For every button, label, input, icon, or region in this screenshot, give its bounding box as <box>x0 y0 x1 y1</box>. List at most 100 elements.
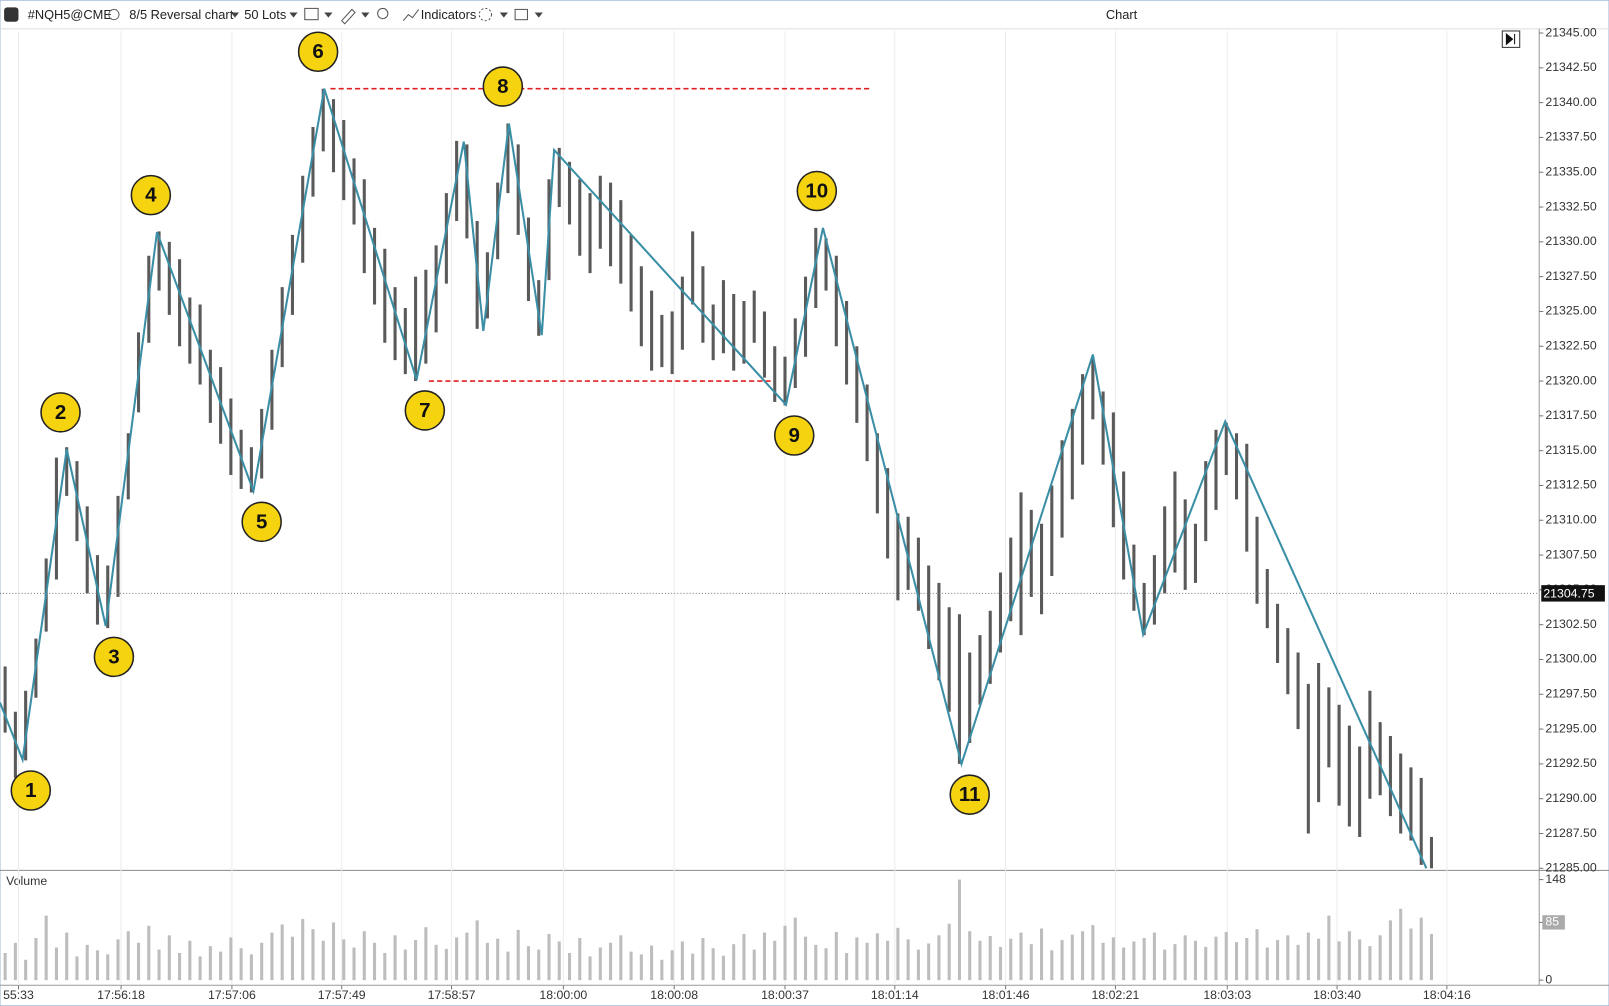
y-tick-label: 21345.00 <box>1545 25 1596 39</box>
volume-bar <box>54 947 58 981</box>
settings-icon[interactable] <box>478 7 493 22</box>
annotation-label: 8 <box>497 75 508 98</box>
y-tick-label: 21322.50 <box>1545 339 1596 353</box>
point-annotation: 8 <box>482 66 524 107</box>
x-tick-label: 55:33 <box>3 988 34 1002</box>
annotation-badge <box>10 770 52 811</box>
annotation-badge <box>482 66 524 107</box>
x-tick-label: 18:03:40 <box>1313 988 1361 1002</box>
point-annotation: 5 <box>241 501 282 543</box>
volume-bar <box>814 944 818 981</box>
layout-icon[interactable] <box>514 8 528 21</box>
volume-bar <box>147 925 151 981</box>
volume-bar <box>208 946 212 981</box>
volume-bar <box>578 938 582 981</box>
y-tick-label: 21330.00 <box>1545 234 1596 248</box>
volume-bar <box>1255 929 1259 981</box>
volume-bar <box>1060 940 1064 981</box>
volume-bar <box>1163 949 1167 981</box>
search-icon[interactable] <box>108 8 120 21</box>
volume-bar <box>1286 935 1290 981</box>
volume-bar <box>290 936 294 981</box>
volume-bar <box>106 954 110 981</box>
dropdown[interactable] <box>324 12 333 18</box>
volume-bar <box>1009 938 1013 981</box>
dropdown[interactable] <box>499 12 508 18</box>
volume-bar <box>75 956 79 981</box>
volume-bar <box>1327 915 1331 981</box>
volume-bar <box>803 936 808 981</box>
x-tick-label: 17:56:18 <box>97 988 145 1002</box>
volume-bar <box>260 942 264 981</box>
y-tick-label: 148 <box>1545 872 1566 886</box>
indicators[interactable]: Indicators <box>421 7 477 22</box>
annotation-label: 1 <box>25 779 36 802</box>
y-tick-label: 21295.00 <box>1545 721 1596 735</box>
chart-type[interactable]: 8/5 Reversal chart <box>129 7 233 22</box>
volume-bar <box>1204 946 1208 981</box>
dropdown[interactable] <box>534 12 543 18</box>
app-icon[interactable] <box>4 7 19 22</box>
volume-bar <box>896 927 900 981</box>
volume-bar <box>1265 947 1269 981</box>
indicators-icon[interactable] <box>402 9 420 22</box>
volume-bar <box>1409 928 1413 981</box>
x-tick-label: 18:03:03 <box>1203 988 1251 1002</box>
volume-bar <box>1276 940 1280 981</box>
y-tick-label: 21320.00 <box>1545 373 1596 387</box>
dropdown[interactable] <box>230 12 240 18</box>
x-tick-label: 18:00:00 <box>539 988 587 1002</box>
volume-bar <box>1183 935 1187 981</box>
y-tick-label: 21332.50 <box>1545 199 1596 213</box>
volume-bar <box>1337 941 1341 981</box>
volume-bar <box>1317 938 1321 981</box>
lots[interactable]: 50 Lots <box>244 7 286 22</box>
annotation-badge <box>949 774 990 815</box>
symbol[interactable]: #NQH5@CME <box>28 7 112 22</box>
y-tick-label: 21310.00 <box>1545 513 1596 527</box>
volume-bar <box>65 932 69 981</box>
point-annotation: 2 <box>40 392 81 433</box>
dropdown[interactable] <box>289 12 298 18</box>
volume-bar <box>937 935 941 981</box>
volume-bar <box>34 938 38 981</box>
x-tick-label: 18:00:37 <box>761 988 809 1002</box>
volume-bar <box>1142 938 1146 981</box>
draw-icon[interactable] <box>340 8 356 25</box>
volume-bar <box>762 932 767 981</box>
volume-bar <box>588 956 592 981</box>
volume-bar <box>1419 917 1423 981</box>
template-icon[interactable] <box>304 7 319 21</box>
button-icon[interactable] <box>1505 32 1516 46</box>
annotation-label: 7 <box>419 399 430 422</box>
y-tick-label: 21335.00 <box>1545 164 1596 178</box>
volume-bar <box>732 944 736 981</box>
volume-bar <box>321 940 325 981</box>
zoom-icon[interactable] <box>377 7 389 20</box>
volume-bar <box>219 951 223 981</box>
volume-bar <box>167 935 171 981</box>
volume-bar <box>496 938 500 981</box>
volume-bar <box>701 938 705 981</box>
dropdown[interactable] <box>361 12 370 18</box>
annotation-badge <box>404 390 446 431</box>
scroll-end-button[interactable] <box>1501 30 1521 48</box>
volume-bar <box>1193 940 1198 981</box>
y-tick-label: 21315.00 <box>1545 443 1596 457</box>
zigzag-line <box>0 88 1428 869</box>
y-tick-label: 21312.50 <box>1545 478 1596 492</box>
volume-bar <box>526 946 531 981</box>
annotation-badge <box>796 170 838 212</box>
volume-bar <box>998 946 1003 981</box>
annotation-badge <box>773 415 815 456</box>
volume-bar <box>116 939 120 981</box>
volume-bar <box>136 942 141 981</box>
volume-bar <box>691 953 695 981</box>
x-tick-label: 18:01:46 <box>982 988 1030 1002</box>
volume-bar <box>1388 920 1392 981</box>
annotation-badge <box>297 31 339 73</box>
volume-bar <box>752 949 756 981</box>
volume-bar <box>1029 944 1033 981</box>
